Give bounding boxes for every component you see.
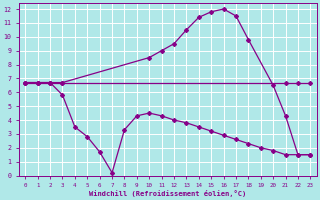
X-axis label: Windchill (Refroidissement éolien,°C): Windchill (Refroidissement éolien,°C) <box>89 190 246 197</box>
